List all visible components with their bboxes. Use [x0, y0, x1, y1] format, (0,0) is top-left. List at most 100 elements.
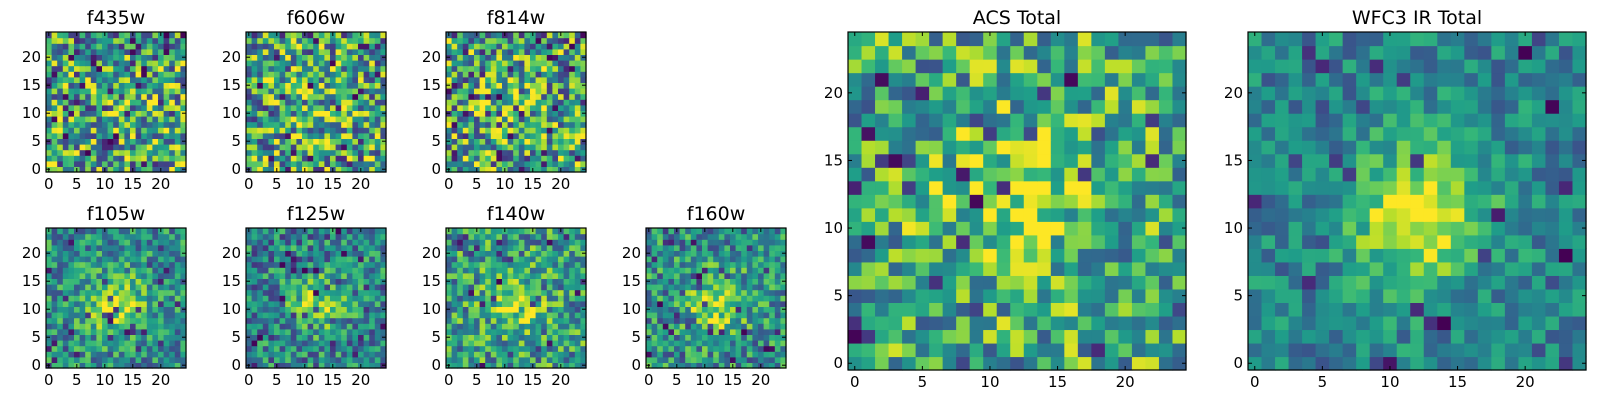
heatmap-cell — [1118, 275, 1133, 290]
heatmap-cell — [257, 32, 264, 39]
heatmap-cell — [724, 300, 731, 307]
heatmap-cell — [346, 267, 353, 274]
heatmap-cell — [290, 284, 297, 291]
heatmap-cell — [135, 132, 142, 139]
heatmap-cell — [535, 71, 542, 78]
heatmap-cell — [141, 65, 148, 72]
heatmap-cell — [707, 323, 714, 330]
heatmap-cell — [713, 250, 720, 257]
heatmap-cell — [474, 345, 481, 352]
heatmap-cell — [502, 289, 509, 296]
heatmap-cell — [85, 351, 92, 358]
heatmap-cell — [290, 300, 297, 307]
heatmap-cell — [141, 351, 148, 358]
heatmap-cell — [774, 278, 781, 285]
heatmap-cell — [552, 104, 559, 111]
heatmap-cell — [513, 267, 520, 274]
heatmap-cell — [62, 166, 69, 173]
heatmap-cell — [468, 267, 475, 274]
heatmap-cell — [735, 328, 742, 335]
heatmap-cell — [574, 99, 581, 106]
heatmap-cell — [96, 121, 103, 128]
heatmap-cell — [274, 82, 281, 89]
heatmap-cell — [763, 278, 770, 285]
heatmap-cell — [546, 60, 553, 67]
heatmap-cell — [929, 356, 944, 371]
heatmap-cell — [580, 289, 587, 296]
heatmap-cell — [679, 256, 686, 263]
heatmap-cell — [668, 272, 675, 279]
heatmap-cell — [580, 261, 587, 268]
heatmap-cell — [279, 306, 286, 313]
heatmap-cell — [752, 272, 759, 279]
heatmap-cell — [296, 60, 303, 67]
heatmap-cell — [274, 284, 281, 291]
heatmap-cell — [62, 328, 69, 335]
heatmap-cell — [1118, 194, 1133, 209]
heatmap-cell — [942, 315, 957, 331]
heatmap-cell — [468, 295, 475, 302]
heatmap-cell — [285, 121, 292, 128]
heatmap-cell — [257, 76, 264, 83]
heatmap-cell — [290, 267, 297, 274]
heatmap-cell — [1091, 275, 1106, 290]
heatmap-cell — [251, 71, 258, 78]
heatmap-cell — [496, 328, 503, 335]
heatmap-cell — [135, 32, 142, 39]
heatmap-cell — [57, 284, 64, 291]
heatmap-cell — [507, 60, 514, 67]
heatmap-cell — [718, 340, 725, 347]
heatmap-cell — [380, 76, 387, 83]
heatmap-cell — [124, 166, 131, 173]
heatmap-cell — [358, 82, 365, 89]
heatmap-cell — [1131, 207, 1147, 222]
heatmap-cell — [374, 312, 381, 319]
heatmap-cell — [169, 54, 176, 61]
heatmap-cell — [1145, 194, 1160, 209]
heatmap-cell — [507, 71, 514, 78]
heatmap-cell — [902, 356, 917, 371]
heatmap-cell — [969, 302, 984, 317]
heatmap-cell — [135, 76, 142, 83]
heatmap-cell — [563, 239, 570, 246]
heatmap-cell — [558, 60, 565, 67]
heatmap-cell — [474, 284, 481, 291]
y-tick-label: 5 — [31, 132, 41, 150]
heatmap-cell — [580, 356, 587, 363]
heatmap-cell — [324, 71, 331, 78]
heatmap-cell — [130, 37, 137, 44]
heatmap-cell — [496, 340, 503, 347]
heatmap-cell — [352, 76, 359, 83]
heatmap-cell — [335, 284, 342, 291]
heatmap-cell — [113, 239, 120, 246]
heatmap-cell — [574, 160, 581, 167]
heatmap-cell — [552, 54, 559, 61]
heatmap-cell — [169, 99, 176, 106]
heatmap-cell — [513, 149, 520, 156]
heatmap-cell — [513, 99, 520, 106]
heatmap-cell — [318, 351, 325, 358]
heatmap-cell — [563, 244, 570, 251]
heatmap-cell — [915, 342, 930, 358]
heatmap-cell — [713, 356, 720, 363]
heatmap-cell — [451, 356, 458, 363]
heatmap-cell — [313, 362, 320, 369]
heatmap-cell — [741, 267, 748, 274]
heatmap-cell — [296, 48, 303, 55]
heatmap-cell — [969, 207, 984, 222]
heatmap-cell — [85, 328, 92, 335]
heatmap-cell — [380, 132, 387, 139]
heatmap-cell — [369, 76, 376, 83]
heatmap-cell — [502, 65, 509, 72]
heatmap-cell — [163, 93, 170, 100]
heatmap-cell — [875, 275, 890, 290]
heatmap-cell — [79, 37, 86, 44]
heatmap-cell — [102, 132, 109, 139]
heatmap-cell — [558, 149, 565, 156]
heatmap-cell — [57, 116, 64, 123]
heatmap-cell — [346, 278, 353, 285]
heatmap-cell — [451, 54, 458, 61]
heatmap-cell — [246, 144, 253, 151]
heatmap-cell — [163, 138, 170, 145]
heatmap-cell — [57, 250, 64, 257]
